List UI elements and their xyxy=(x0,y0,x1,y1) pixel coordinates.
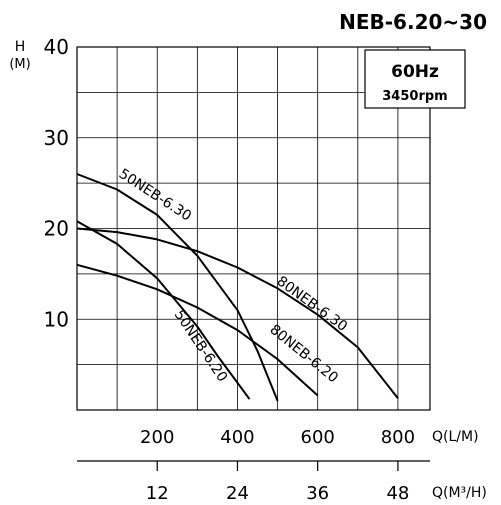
y-tick-labels: 10 20 30 40 xyxy=(44,35,69,331)
x-tick-labels: 200 400 600 800 xyxy=(140,427,415,448)
series-label-80neb-6-30: 80NEB-6.30 xyxy=(274,273,351,335)
y-tick-label: 40 xyxy=(44,35,69,59)
secondary-axis-label: Q(M³/H) xyxy=(432,485,487,501)
secondary-tick-label: 36 xyxy=(306,483,329,504)
curves xyxy=(76,173,399,402)
x-tick-label: 200 xyxy=(140,427,174,448)
curve-50neb-6-20 xyxy=(76,220,251,400)
secondary-tick-label: 48 xyxy=(386,483,409,504)
curve-80neb-6-20 xyxy=(76,263,319,397)
x-axis-label: Q(L/M) xyxy=(432,429,479,445)
chart-title: NEB-6.20~30 xyxy=(339,10,487,34)
y-tick-label: 20 xyxy=(44,217,69,241)
x-tick-label: 400 xyxy=(220,427,254,448)
x-tick-label: 800 xyxy=(381,427,415,448)
secondary-tick-label: 24 xyxy=(226,483,249,504)
curve-50neb-6-30 xyxy=(76,173,279,402)
y-axis-label: H xyxy=(15,39,26,55)
y-tick-label: 30 xyxy=(44,126,69,150)
curve-80neb-6-30 xyxy=(76,227,399,399)
x-tick-label: 600 xyxy=(301,427,335,448)
y-axis-unit: (M) xyxy=(9,57,30,72)
secondary-tick-label: 12 xyxy=(146,483,169,504)
info-box xyxy=(364,49,466,109)
secondary-axis-ticks: 12 24 36 48 xyxy=(146,461,409,504)
speed-label: 3450rpm xyxy=(382,89,447,104)
y-tick-label: 10 xyxy=(44,307,69,331)
frequency-label: 60Hz xyxy=(391,62,439,82)
